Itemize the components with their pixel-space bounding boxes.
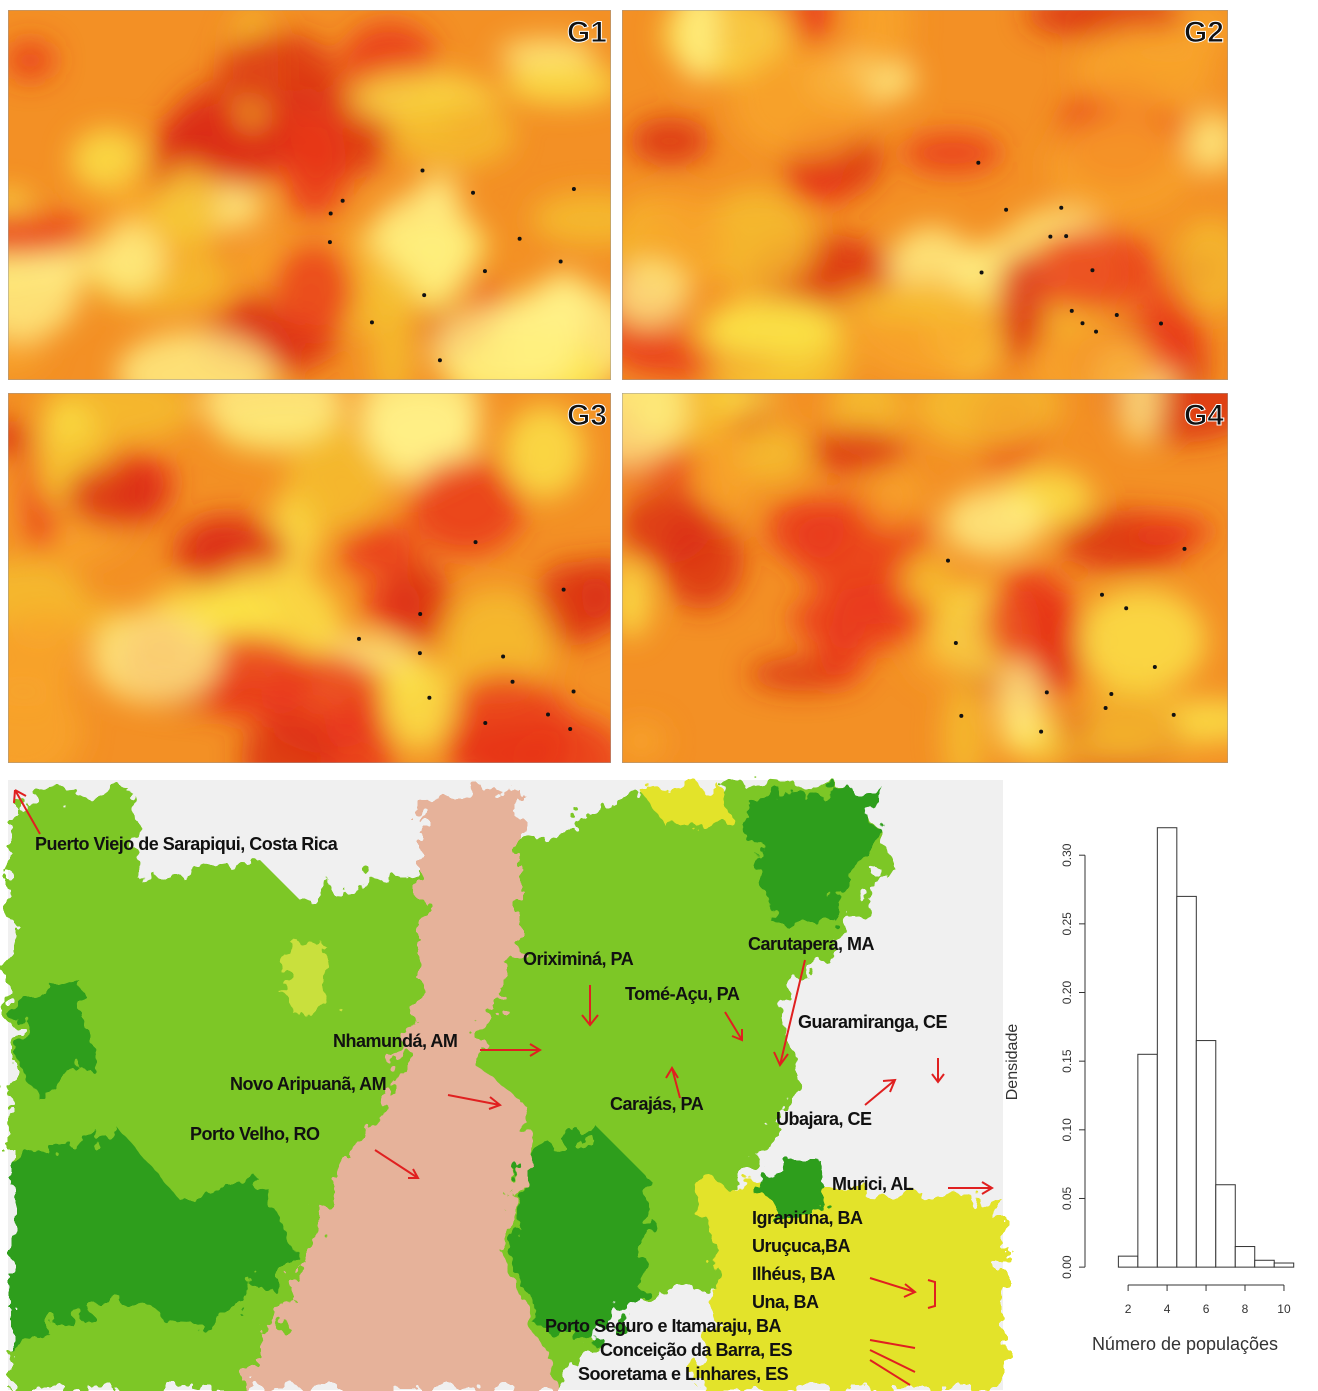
map-label: Porto Seguro e Itamaraju, BA (545, 1316, 782, 1336)
map-label: Murici, AL (832, 1174, 914, 1194)
x-tick-label: 2 (1125, 1302, 1132, 1316)
map-label: Guaramiranga, CE (798, 1012, 948, 1032)
y-tick-label: 0.05 (1060, 1186, 1074, 1210)
panel-label: G1 (567, 16, 607, 49)
panel-label: G4 (1184, 399, 1224, 432)
y-tick-label: 0.10 (1060, 1118, 1074, 1142)
x-tick-label: 8 (1242, 1302, 1249, 1316)
bar (1216, 1185, 1235, 1267)
bar (1118, 1256, 1137, 1267)
heatmap (0, 351, 636, 811)
map-label: Oriximiná, PA (523, 949, 634, 969)
map-label: Carutapera, MA (748, 934, 875, 954)
y-tick-label: 0.30 (1060, 843, 1074, 867)
map-label: Igrapiúna, BA (752, 1208, 863, 1228)
page: G1 G2 G3 G4 (0, 0, 1318, 1391)
bar (1177, 896, 1196, 1267)
bar (1138, 1054, 1157, 1267)
heatmap (546, 350, 1262, 792)
map-label: Tomé-Açu, PA (625, 984, 740, 1004)
bar (1157, 828, 1176, 1267)
bar (1255, 1260, 1274, 1267)
y-tick-label: 0.00 (1060, 1255, 1074, 1279)
map-label: Porto Velho, RO (190, 1124, 320, 1144)
panel-label: G3 (567, 399, 607, 432)
x-axis-title: Número de populações (1092, 1334, 1278, 1354)
map-label: Sooretama e Linhares, ES (578, 1364, 789, 1384)
bar (1196, 1041, 1215, 1268)
x-tick-label: 6 (1203, 1302, 1210, 1316)
map-label: Una, BA (752, 1292, 819, 1312)
y-axis-title: Densidade (1004, 1024, 1021, 1101)
y-tick-label: 0.15 (1060, 1049, 1074, 1073)
y-tick-label: 0.20 (1060, 981, 1074, 1005)
bar (1235, 1247, 1254, 1268)
x-tick-label: 10 (1277, 1302, 1291, 1316)
heatmap-panels: G1 G2 G3 G4 (0, 0, 1263, 811)
map-label: Nhamundá, AM (333, 1031, 457, 1051)
heatmap (561, 0, 1247, 416)
map-label: Carajás, PA (610, 1094, 704, 1114)
heatmap (0, 7, 653, 427)
histogram: Densidade Número de populações 2 4 6 8 10 0.0… (1004, 828, 1294, 1354)
map-label: Ilhéus, BA (752, 1264, 836, 1284)
figure: G1 G2 G3 G4 (0, 0, 1318, 1391)
bar (1274, 1263, 1293, 1267)
map-label: Uruçuca,BA (752, 1236, 851, 1256)
map-label: Puerto Viejo de Sarapiqui, Costa Rica (35, 834, 339, 854)
map-label: Novo Aripuanã, AM (230, 1074, 386, 1094)
map-label: Ubajara, CE (776, 1109, 872, 1129)
panel-label: G2 (1184, 16, 1224, 49)
map-label: Conceição da Barra, ES (600, 1340, 793, 1360)
y-tick-label: 0.25 (1060, 912, 1074, 936)
map: Puerto Viejo de Sarapiqui, Costa Rica Ori… (8, 780, 1003, 1390)
x-tick-label: 4 (1164, 1302, 1171, 1316)
